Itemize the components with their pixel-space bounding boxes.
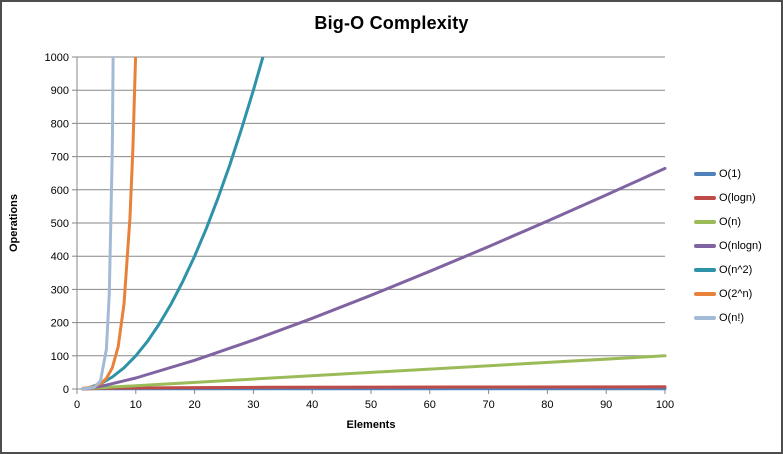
y-tick-label: 0: [63, 384, 69, 396]
legend-label-o-nlogn: O(nlogn): [719, 240, 762, 252]
legend-item-o-logn[interactable]: O(logn): [694, 186, 762, 210]
legend-label-o-1: O(1): [719, 168, 741, 180]
y-tick-label: 600: [51, 185, 69, 197]
y-tick-label: 100: [51, 351, 69, 363]
x-axis-title: Elements: [346, 419, 396, 431]
chart-title: Big-O Complexity: [314, 13, 469, 33]
y-tick-label: 200: [51, 318, 69, 330]
x-tick-label: 50: [365, 399, 377, 411]
legend-label-o-n-2: O(n^2): [719, 264, 753, 276]
series-o-n[interactable]: [81, 354, 667, 391]
series-o-n[interactable]: [81, 2, 115, 391]
series-o-nlogn[interactable]: [81, 166, 667, 391]
legend-swatch-o-1: [694, 172, 716, 176]
y-tick-label: 1000: [45, 52, 69, 64]
legend-item-o-2-n[interactable]: O(2^n): [694, 282, 762, 306]
legend-item-o-n[interactable]: O(n): [694, 210, 762, 234]
legend-swatch-o-n: [694, 316, 716, 320]
y-tick-label: 900: [51, 85, 69, 97]
legend-swatch-o-n-2: [694, 268, 716, 272]
x-tick-label: 90: [600, 399, 612, 411]
x-tick-label: 30: [247, 399, 259, 411]
legend-item-o-n-2[interactable]: O(n^2): [694, 258, 762, 282]
legend-label-o-n: O(n): [719, 216, 741, 228]
x-tick-label: 0: [74, 399, 80, 411]
y-tick-label: 500: [51, 218, 69, 230]
x-tick-label: 80: [541, 399, 553, 411]
legend-item-o-1[interactable]: O(1): [694, 162, 762, 186]
series-o-n-2[interactable]: [81, 28, 271, 391]
legend-swatch-o-2-n: [694, 292, 716, 296]
y-tick-label: 700: [51, 152, 69, 164]
y-tick-label: 300: [51, 284, 69, 296]
legend: O(1) O(logn) O(n) O(nlogn) O(n^2) O(2^n) O(n!): [694, 162, 762, 330]
y-tick-label: 400: [51, 251, 69, 263]
y-axis-title: Operations: [8, 193, 20, 253]
legend-label-o-logn: O(logn): [719, 192, 756, 204]
legend-swatch-o-logn: [694, 196, 716, 200]
legend-label-o-2-n: O(2^n): [719, 288, 753, 300]
x-tick-label: 100: [656, 399, 674, 411]
legend-item-o-nlogn[interactable]: O(nlogn): [694, 234, 762, 258]
x-tick-label: 40: [306, 399, 318, 411]
legend-item-o-n[interactable]: O(n!): [694, 306, 762, 330]
legend-swatch-o-nlogn: [694, 244, 716, 248]
x-tick-label: 20: [188, 399, 200, 411]
x-tick-label: 60: [424, 399, 436, 411]
legend-swatch-o-n: [694, 220, 716, 224]
x-tick-label: 70: [482, 399, 494, 411]
legend-label-o-n: O(n!): [719, 312, 745, 324]
y-tick-label: 800: [51, 118, 69, 130]
x-tick-label: 10: [130, 399, 142, 411]
